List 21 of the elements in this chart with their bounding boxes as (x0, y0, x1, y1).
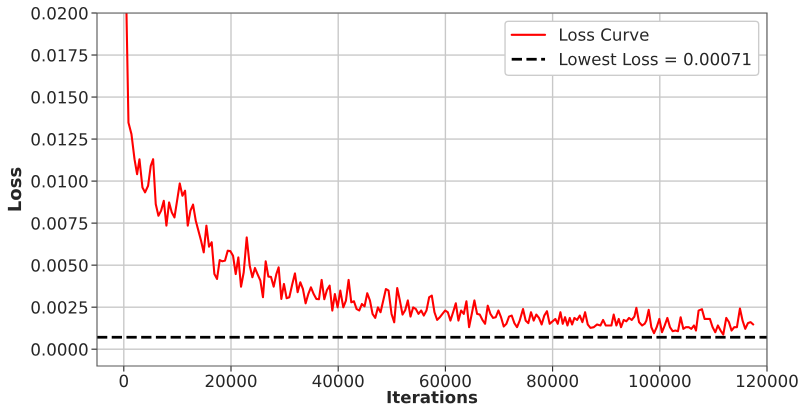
x-tick-label: 120000 (737, 374, 798, 388)
x-axis-title: Iterations (388, 390, 478, 404)
legend-label: Loss Curve (560, 28, 649, 41)
y-axis-title: Loss (8, 168, 22, 211)
y-tick-label: 0.0075 (31, 217, 88, 230)
x-tick-label: 80000 (527, 374, 578, 388)
x-tick-label: 100000 (630, 374, 691, 388)
x-tick-label: 0 (120, 374, 128, 388)
legend-label: Lowest Loss = 0.00071 (560, 52, 750, 66)
y-tick-label: 0.0050 (31, 259, 88, 272)
y-tick-label: 0.0125 (31, 133, 88, 146)
y-tick-label: 0.0100 (31, 175, 88, 188)
x-tick-label: 60000 (420, 374, 471, 388)
y-tick-label: 0.0025 (31, 301, 88, 314)
y-tick-label: 0.0200 (31, 6, 88, 20)
y-tick-label: 0.0175 (31, 48, 88, 62)
x-tick-label: 20000 (206, 374, 256, 388)
x-tick-label: 40000 (312, 374, 364, 388)
y-tick-label: 0.0150 (31, 91, 88, 104)
y-tick-label: 0.0000 (31, 343, 88, 356)
line-series (125, 13, 754, 336)
